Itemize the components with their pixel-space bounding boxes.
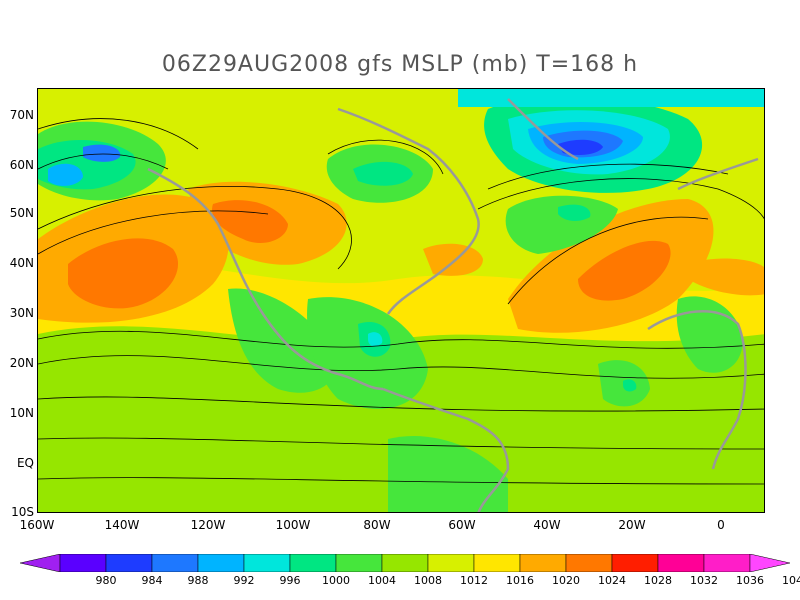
coastline-south-america: [382, 387, 510, 512]
colorbar-segment: [105, 554, 153, 572]
colorbar-segment: [197, 554, 245, 572]
isobar: [38, 330, 764, 349]
isobar: [38, 186, 352, 270]
y-tick-label: 20N: [9, 356, 34, 370]
colorbar-arrow-right: [749, 554, 790, 572]
y-tick-label: 40N: [9, 256, 34, 270]
isobar: [487, 163, 729, 190]
isobars: [38, 118, 764, 485]
colorbar-label: 992: [233, 574, 255, 587]
coastline-greenland: [507, 98, 579, 161]
colorbar-label: 984: [141, 574, 163, 587]
isobar: [38, 118, 199, 150]
colorbar-label: 1036: [736, 574, 764, 587]
colorbar-label: 980: [95, 574, 117, 587]
x-tick-label: 80W: [363, 518, 391, 532]
x-tick-label: 20W: [618, 518, 646, 532]
x-tick-label: 140W: [104, 518, 140, 532]
east-high: [688, 258, 764, 296]
colorbar-label: 1040: [782, 574, 800, 587]
y-tick-label: 50N: [9, 206, 34, 220]
colorbar-segment: [657, 554, 705, 572]
colorbar-segment: [565, 554, 613, 572]
colorbar-label: 1000: [322, 574, 350, 587]
colorbar-label: 1024: [598, 574, 626, 587]
isobar: [477, 178, 764, 220]
isobar: [327, 139, 444, 175]
x-tick-label: 100W: [275, 518, 311, 532]
isobar: [38, 355, 764, 379]
colorbar: [20, 554, 790, 572]
canada-low-core: [353, 161, 413, 186]
colorbar-label: 996: [279, 574, 301, 587]
colorbar-label: 1008: [414, 574, 442, 587]
north-band: [458, 89, 764, 107]
x-tick-label: 160W: [19, 518, 55, 532]
colorbar-segment: [473, 554, 521, 572]
pacific-low-core2: [83, 144, 121, 162]
iceland-low-core: [558, 139, 603, 155]
x-tick-label: 120W: [190, 518, 226, 532]
chart-title: 06Z29AUG2008 gfs MSLP (mb) T=168 h: [161, 52, 639, 77]
colorbar-segment: [59, 554, 107, 572]
colorbar-label: 1004: [368, 574, 396, 587]
colorbar-label: 1028: [644, 574, 672, 587]
colorbar-segment: [611, 554, 659, 572]
coastlines: [147, 98, 759, 512]
colorbar-label: 1020: [552, 574, 580, 587]
isobar: [38, 437, 764, 450]
colorbar-segment: [289, 554, 337, 572]
coastline-africa: [647, 310, 747, 470]
colorbar-segment: [381, 554, 429, 572]
colorbar-segment: [151, 554, 199, 572]
x-tick-label: 40W: [533, 518, 561, 532]
colorbar-arrow-left: [20, 554, 61, 572]
y-tick-label: 10S: [11, 505, 34, 519]
hurricane-core: [368, 332, 383, 347]
y-tick-label: 70N: [9, 108, 34, 122]
x-tick-label: 0: [717, 518, 725, 532]
colorbar-label: 1032: [690, 574, 718, 587]
colorbar-segment: [243, 554, 291, 572]
y-tick-label: 30N: [9, 306, 34, 320]
us-high: [423, 243, 483, 276]
x-tick-label: 60W: [448, 518, 476, 532]
y-tick-label: EQ: [16, 456, 34, 470]
atlantic-low2-core: [558, 204, 591, 221]
colorbar-label: 988: [187, 574, 209, 587]
pressure-field: [38, 89, 764, 512]
azores-high-core: [578, 240, 671, 301]
y-tick-label: 10N: [9, 406, 34, 420]
coastline-east: [337, 107, 480, 315]
colorbar-segment: [703, 554, 751, 572]
isobar: [38, 396, 764, 412]
colorbar-label: 1016: [506, 574, 534, 587]
isobar: [38, 210, 269, 255]
isobar: [38, 153, 169, 170]
isobar: [507, 216, 709, 305]
isobar: [38, 477, 764, 485]
colorbar-label: 1012: [460, 574, 488, 587]
pacific-low-core: [48, 163, 83, 186]
east-atl-core: [623, 379, 637, 392]
south-america-green: [388, 436, 508, 512]
atlantic-low2: [505, 195, 618, 254]
coastline-europe: [677, 157, 759, 191]
pressure-map: [37, 88, 765, 513]
colorbar-segment: [427, 554, 475, 572]
colorbar-segment: [335, 554, 383, 572]
pacific-high-core: [68, 238, 179, 309]
coastline-west: [147, 167, 384, 391]
y-tick-label: 60N: [9, 158, 34, 172]
colorbar-segment: [519, 554, 567, 572]
